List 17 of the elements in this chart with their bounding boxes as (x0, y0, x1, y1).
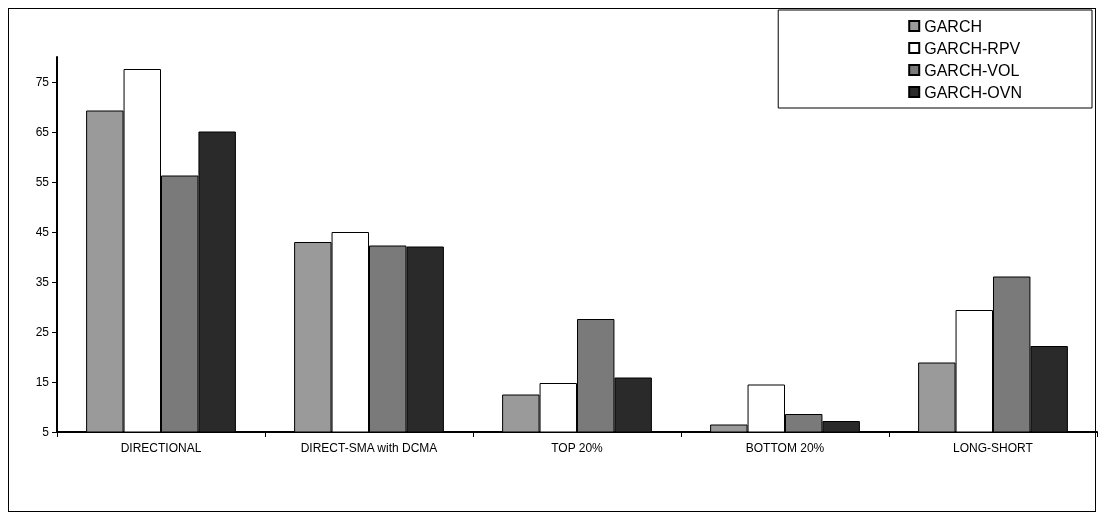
y-tick-label: 45 (35, 225, 50, 239)
legend-label: GARCH-RPV (924, 39, 1021, 57)
x-tick-label: TOP 20% (551, 441, 604, 455)
legend-label: GARCH-VOL (924, 61, 1020, 79)
y-tick-label: 15 (35, 375, 50, 389)
x-tick-label: DIRECT-SMA with DCMA (300, 441, 438, 455)
x-tick-label: LONG-SHORT (953, 441, 1034, 455)
y-tick-label: 55 (35, 175, 50, 189)
legend-label: GARCH (924, 17, 982, 35)
y-tick-label: 35 (35, 275, 50, 289)
y-tick-label: 25 (35, 325, 50, 339)
x-tick-label: BOTTOM 20% (745, 441, 825, 455)
x-tick-label: DIRECTIONAL (120, 441, 202, 455)
y-tick-label: 65 (35, 125, 50, 139)
y-tick-label: 5 (42, 425, 50, 439)
legend-label: GARCH-OVN (924, 83, 1022, 101)
y-tick-label: 75 (35, 75, 50, 89)
